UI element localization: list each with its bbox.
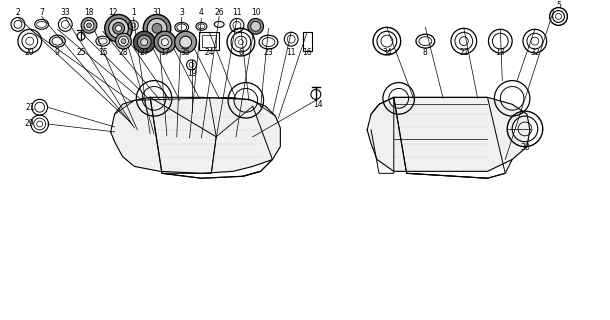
Text: 9: 9: [55, 48, 60, 58]
Circle shape: [109, 19, 129, 38]
Text: 28: 28: [119, 48, 128, 58]
Text: 11: 11: [232, 8, 242, 17]
Text: 10: 10: [251, 8, 260, 17]
Text: 25: 25: [76, 48, 86, 58]
Circle shape: [180, 36, 192, 48]
Circle shape: [113, 22, 124, 34]
Circle shape: [158, 35, 172, 49]
Text: 11: 11: [287, 48, 296, 58]
Circle shape: [141, 39, 148, 45]
Text: 27: 27: [140, 48, 149, 58]
Text: 30: 30: [520, 143, 530, 152]
Text: 35: 35: [181, 48, 190, 58]
Text: 33: 33: [60, 8, 70, 17]
Text: 7: 7: [39, 8, 44, 17]
Text: 12: 12: [108, 8, 117, 17]
Text: 3: 3: [179, 8, 184, 17]
Circle shape: [143, 14, 171, 42]
Text: 26: 26: [214, 8, 224, 17]
Bar: [199, 32, 219, 50]
Polygon shape: [367, 97, 530, 171]
Text: 29: 29: [25, 119, 35, 129]
Circle shape: [81, 18, 97, 33]
Text: 5: 5: [556, 1, 561, 10]
Circle shape: [154, 31, 176, 53]
Circle shape: [162, 39, 168, 45]
Text: 32: 32: [530, 48, 540, 58]
Bar: [303, 32, 312, 51]
Text: 8: 8: [423, 48, 428, 58]
Circle shape: [116, 25, 121, 31]
Text: 2: 2: [16, 8, 20, 17]
Text: 22: 22: [459, 48, 468, 58]
Text: 13: 13: [495, 48, 505, 58]
Text: 4: 4: [199, 8, 204, 17]
Text: 19: 19: [187, 69, 196, 78]
Circle shape: [87, 23, 92, 28]
Text: 15: 15: [98, 48, 107, 58]
Circle shape: [134, 31, 155, 53]
Circle shape: [248, 19, 264, 34]
Text: 17: 17: [160, 48, 170, 58]
Text: 31: 31: [152, 8, 162, 17]
Circle shape: [175, 31, 196, 53]
Text: 20: 20: [25, 48, 35, 58]
Circle shape: [84, 20, 94, 30]
Circle shape: [121, 39, 126, 44]
Circle shape: [137, 35, 151, 49]
Text: 1: 1: [131, 8, 136, 17]
Bar: [203, 35, 216, 47]
Text: 34: 34: [382, 48, 392, 58]
Text: 18: 18: [84, 8, 94, 17]
Polygon shape: [110, 97, 281, 173]
Circle shape: [118, 36, 129, 46]
Text: 21: 21: [25, 103, 35, 112]
Text: 14: 14: [313, 100, 323, 109]
Circle shape: [116, 33, 131, 49]
Circle shape: [105, 14, 132, 42]
Text: 24: 24: [204, 48, 214, 58]
Circle shape: [152, 23, 162, 33]
Text: 23: 23: [264, 48, 273, 58]
Circle shape: [147, 19, 167, 38]
Text: 16: 16: [302, 48, 312, 58]
Text: 6: 6: [239, 48, 243, 58]
Circle shape: [251, 21, 260, 31]
